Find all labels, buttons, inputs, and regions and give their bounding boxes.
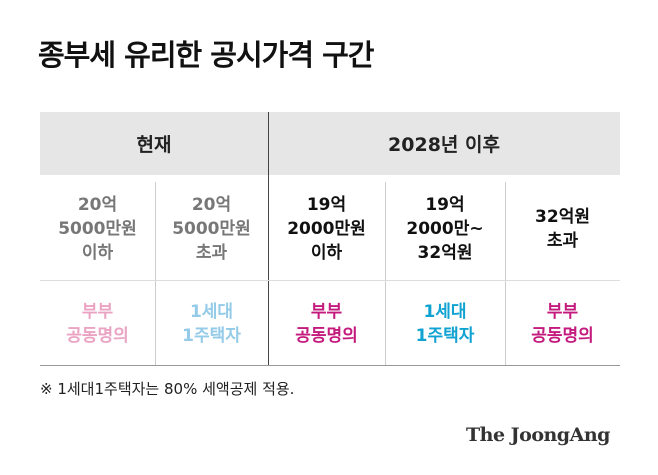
cell-line: 공동명의: [531, 325, 594, 346]
cell-line: 20억: [77, 195, 118, 215]
row-divider: [40, 280, 620, 281]
divider: [505, 182, 506, 365]
table-cell: 1세대 1주택자: [385, 282, 505, 365]
cell-line: 19억: [425, 195, 465, 215]
cell-line: 19억: [306, 195, 347, 215]
cell-line: 이하: [310, 243, 343, 263]
divider: [268, 112, 269, 365]
divider: [385, 182, 386, 365]
cell-line: 32억원: [535, 207, 590, 227]
source: The JoongAng: [466, 424, 610, 446]
cell-line: 1주택자: [415, 325, 475, 346]
cell-line: 부부: [310, 301, 343, 322]
cell-line: 32억원: [417, 243, 473, 263]
cell-line: 1세대: [189, 301, 234, 322]
group-header: 2028년 이후: [388, 134, 500, 156]
cell-line: 5000만원: [172, 219, 251, 239]
cell-line: 초과: [195, 243, 228, 263]
cell-line: 초과: [546, 231, 579, 251]
table-bottom: [40, 365, 620, 366]
divider: [155, 182, 156, 365]
table-cell: 19억 2000만~ 32억원: [385, 178, 505, 280]
cell-line: 공동명의: [295, 325, 358, 346]
cell-line: 5000만원: [58, 219, 137, 239]
cell-line: 1세대: [423, 301, 467, 322]
cell-line: 공동명의: [66, 325, 129, 346]
title: 종부세 유리한 공시가격 구간: [38, 38, 374, 72]
group-header: 현재: [136, 134, 172, 156]
cell-line: 2000만~: [406, 219, 484, 239]
cell-line: 이하: [81, 243, 114, 263]
cell-line: 부부: [81, 301, 114, 322]
cell-line: 2000만원: [287, 219, 366, 239]
cell-line: 1주택자: [182, 325, 241, 346]
footnote: ※ 1세대1주택자는 80% 세액공제 적용.: [40, 380, 295, 398]
table-cell: 1세대 1주택자: [155, 282, 268, 365]
header-background: [40, 112, 620, 175]
cell-line: 20억: [191, 195, 232, 215]
cell-line: 부부: [546, 301, 579, 322]
